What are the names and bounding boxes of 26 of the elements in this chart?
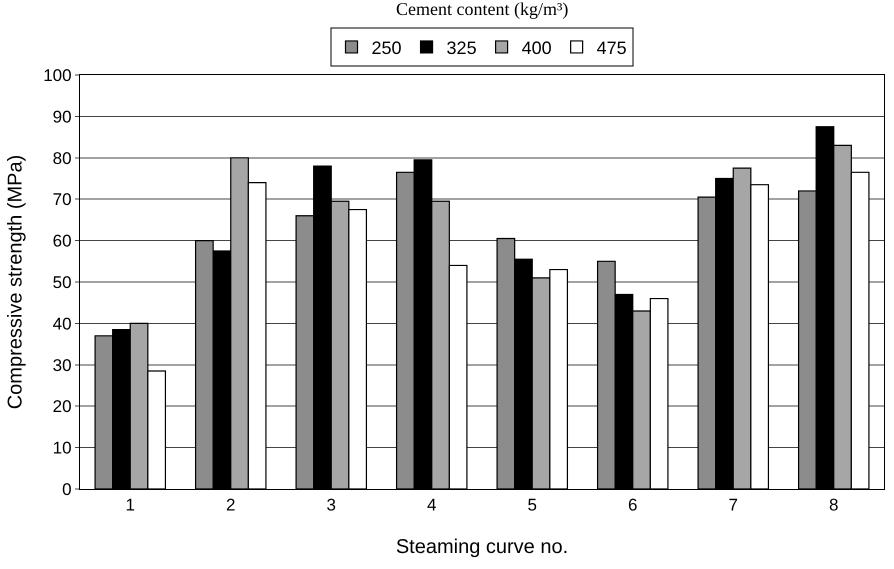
- x-tick-label: 1: [126, 495, 135, 514]
- y-tick-label: 30: [52, 356, 72, 375]
- legend-label: 325: [446, 38, 477, 58]
- y-tick-label: 60: [52, 232, 72, 251]
- y-tick-label: 20: [52, 397, 72, 416]
- legend-label: 475: [596, 38, 627, 58]
- x-tick-label: 2: [226, 495, 236, 514]
- y-tick-label: 90: [52, 107, 72, 126]
- y-tick-label: 50: [52, 272, 72, 292]
- legend-label: 400: [522, 38, 552, 58]
- y-tick-label: 10: [52, 438, 72, 458]
- x-tick-label: 3: [326, 495, 336, 514]
- legend-title: Cement content (kg/m³): [396, 0, 568, 19]
- y-axis-title: Compressive strength (MPa): [4, 154, 27, 410]
- x-tick-label: 7: [728, 495, 738, 514]
- y-tick-label: 40: [52, 314, 72, 334]
- x-tick-label: 5: [528, 495, 537, 514]
- x-tick-label: 6: [628, 495, 638, 514]
- x-axis-title: Steaming curve no.: [396, 536, 568, 558]
- y-tick-label: 0: [62, 480, 72, 499]
- x-tick-label: 8: [829, 495, 838, 514]
- y-tick-label: 70: [52, 190, 72, 210]
- y-tick-label: 80: [52, 148, 72, 168]
- y-tick-label: 100: [43, 66, 72, 85]
- legend-label: 250: [372, 38, 402, 58]
- x-tick-label: 4: [427, 495, 436, 514]
